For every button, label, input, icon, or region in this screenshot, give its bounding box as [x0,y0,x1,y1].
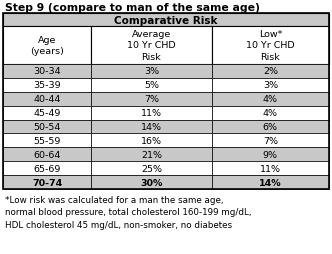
Text: Comparative Risk: Comparative Risk [114,15,218,25]
Bar [3,134,91,148]
Text: 14%: 14% [259,178,282,187]
Bar [211,120,329,134]
Text: 55-59: 55-59 [33,136,61,145]
Text: *Low risk was calculated for a man the same age,
normal blood pressure, total ch: *Low risk was calculated for a man the s… [5,195,252,229]
Text: 21%: 21% [141,150,162,159]
Text: 7%: 7% [144,95,159,104]
Text: 35-39: 35-39 [33,81,61,90]
Bar [91,65,211,78]
Bar [211,134,329,148]
Bar [91,120,211,134]
Bar [91,106,211,120]
Text: 16%: 16% [141,136,162,145]
Text: 14%: 14% [141,122,162,132]
Bar [3,65,91,78]
Bar [211,162,329,176]
Bar [91,162,211,176]
Bar [3,176,91,189]
Text: 25%: 25% [141,164,162,173]
Bar [91,134,211,148]
Text: 4%: 4% [263,109,278,118]
Text: 45-49: 45-49 [33,109,61,118]
Bar [91,27,211,65]
Text: 60-64: 60-64 [33,150,61,159]
Bar [3,27,91,65]
Text: 2%: 2% [263,67,278,76]
Text: Step 9 (compare to man of the same age): Step 9 (compare to man of the same age) [5,3,260,13]
Bar [211,78,329,92]
Bar [211,27,329,65]
Text: 11%: 11% [141,109,162,118]
Text: 11%: 11% [260,164,281,173]
Text: 6%: 6% [263,122,278,132]
Text: 30-34: 30-34 [33,67,61,76]
Text: Age
(years): Age (years) [30,36,64,56]
Bar [91,78,211,92]
Bar [211,176,329,189]
Bar [3,106,91,120]
Bar [3,162,91,176]
Text: 5%: 5% [144,81,159,90]
Text: Average
10 Yr CHD
Risk: Average 10 Yr CHD Risk [127,30,176,62]
Text: 9%: 9% [263,150,278,159]
Bar [91,92,211,106]
Bar [3,14,329,27]
Text: 4%: 4% [263,95,278,104]
Text: 40-44: 40-44 [33,95,61,104]
Bar [3,148,91,162]
Text: 70-74: 70-74 [32,178,62,187]
Text: 3%: 3% [144,67,159,76]
Text: 50-54: 50-54 [33,122,61,132]
Text: Low*
10 Yr CHD
Risk: Low* 10 Yr CHD Risk [246,30,294,62]
Bar [3,92,91,106]
Bar [3,14,329,189]
Bar [91,176,211,189]
Bar [211,65,329,78]
Bar [3,120,91,134]
Text: 65-69: 65-69 [33,164,61,173]
Bar [211,92,329,106]
Text: 3%: 3% [263,81,278,90]
Bar [211,106,329,120]
Text: 30%: 30% [140,178,163,187]
Bar [91,148,211,162]
Bar [3,78,91,92]
Bar [211,148,329,162]
Text: 7%: 7% [263,136,278,145]
